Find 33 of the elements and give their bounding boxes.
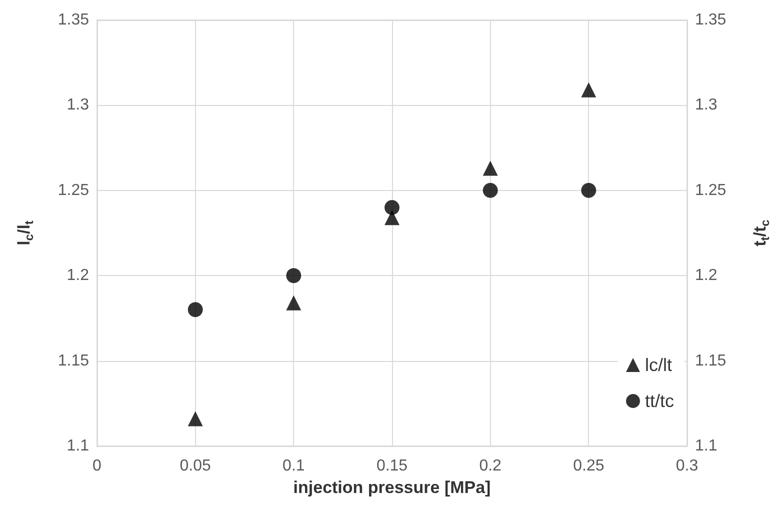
legend-label: lc/lt — [644, 355, 672, 375]
point — [581, 182, 596, 198]
y-axis-title: lc/lt — [14, 220, 36, 246]
y-tick-label: 1.2 — [66, 267, 90, 284]
x-tick-label: 0.25 — [573, 458, 604, 474]
point — [384, 200, 400, 215]
y-tick-label: 1.25 — [58, 182, 90, 199]
x-tick-label: 0.05 — [180, 458, 212, 474]
point — [188, 302, 203, 318]
x-tick-label: 0.3 — [676, 458, 698, 474]
y-tick-label: 1.1 — [66, 438, 90, 454]
y2-tick-label: 1.1 — [695, 438, 718, 454]
point — [581, 82, 596, 98]
point — [188, 411, 203, 426]
y2-tick-label: 1.35 — [695, 12, 726, 28]
x-tick-label: 0.1 — [282, 458, 305, 474]
y2-tick-label: 1.3 — [695, 96, 718, 114]
point — [286, 268, 302, 284]
point — [286, 295, 302, 310]
y-tick-label: 1.3 — [66, 96, 90, 114]
point — [482, 182, 498, 198]
y2-tick-label: 1.25 — [695, 182, 726, 199]
y2-tick-label: 1.15 — [695, 352, 726, 370]
legend-label: tt/tc — [644, 391, 674, 411]
y2-axis-title: tt/tc — [750, 219, 772, 246]
x-tick-label: 0.15 — [376, 458, 408, 474]
x-tick-label: 0 — [92, 458, 102, 474]
x-tick-label: 0.2 — [479, 458, 502, 474]
point — [482, 160, 498, 176]
y-tick-label: 1.35 — [58, 12, 90, 28]
x-axis-title: injection pressure [MPa] — [293, 478, 491, 497]
y2-tick-label: 1.2 — [695, 267, 718, 284]
y-tick-label: 1.15 — [58, 352, 90, 370]
